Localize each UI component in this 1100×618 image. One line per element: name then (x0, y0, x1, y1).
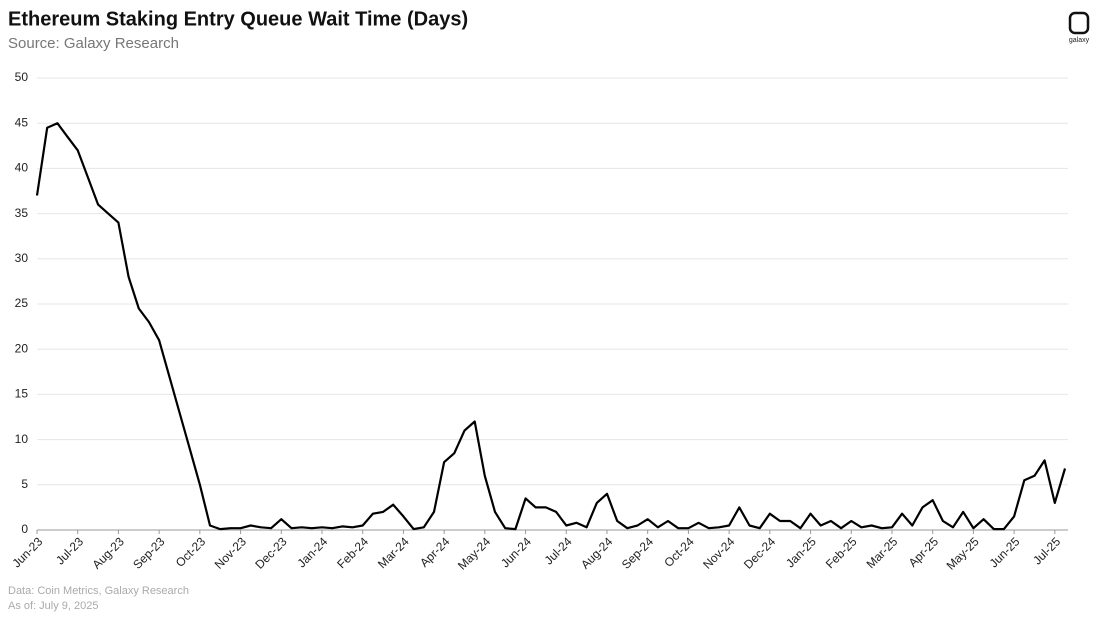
x-tick-label: Aug-23 (90, 534, 127, 571)
x-tick-label: May-24 (455, 534, 493, 572)
y-tick-label: 35 (15, 206, 29, 220)
y-tick-label: 15 (15, 387, 29, 401)
x-tick-label: Nov-23 (212, 534, 249, 571)
y-tick-label: 30 (15, 251, 29, 265)
y-tick-label: 0 (21, 522, 28, 536)
logo-text: galaxy (1069, 37, 1090, 44)
x-tick-label: Jan-25 (783, 534, 819, 570)
footnote: Data: Coin Metrics, Galaxy Research (8, 585, 189, 597)
y-tick-label: 50 (15, 70, 29, 84)
x-tick-label: Feb-24 (334, 534, 371, 571)
x-tick-label: Nov-24 (700, 534, 737, 571)
x-tick-label: Mar-25 (864, 534, 901, 571)
x-tick-label: Mar-24 (375, 534, 412, 571)
data-line (35, 122, 1067, 531)
x-tick-label: Aug-24 (578, 534, 615, 571)
x-tick-label: Oct-23 (173, 534, 209, 570)
y-tick-label: 5 (21, 477, 28, 491)
y-tick-label: 20 (15, 341, 29, 355)
x-tick-label: Jun-23 (10, 534, 46, 570)
y-tick-label: 25 (15, 296, 29, 310)
x-tick-label: Apr-24 (417, 534, 453, 570)
x-tick-label: May-25 (944, 534, 982, 572)
footnote: As of: July 9, 2025 (8, 600, 99, 612)
x-tick-label: Jan-24 (295, 534, 331, 570)
x-tick-label: Oct-24 (661, 534, 697, 570)
y-tick-label: 40 (15, 161, 29, 175)
x-tick-label: Apr-25 (906, 534, 942, 570)
y-tick-label: 45 (15, 115, 29, 129)
x-tick-label: Jun-24 (498, 534, 534, 570)
x-tick-label: Jul-23 (53, 534, 86, 567)
x-tick-label: Dec-24 (741, 534, 778, 571)
chart-title: Ethereum Staking Entry Queue Wait Time (… (8, 8, 468, 30)
x-tick-label: Jul-25 (1030, 534, 1063, 567)
y-tick-label: 10 (15, 432, 29, 446)
x-tick-label: Dec-23 (252, 534, 289, 571)
chart-subtitle: Source: Galaxy Research (8, 35, 179, 52)
logo-icon (1068, 11, 1090, 35)
x-tick-label: Jun-25 (987, 534, 1023, 570)
x-tick-label: Feb-25 (823, 534, 860, 571)
x-tick-label: Jul-24 (542, 534, 575, 567)
x-tick-label: Sep-24 (619, 534, 656, 571)
x-tick-label: Sep-23 (130, 534, 167, 571)
